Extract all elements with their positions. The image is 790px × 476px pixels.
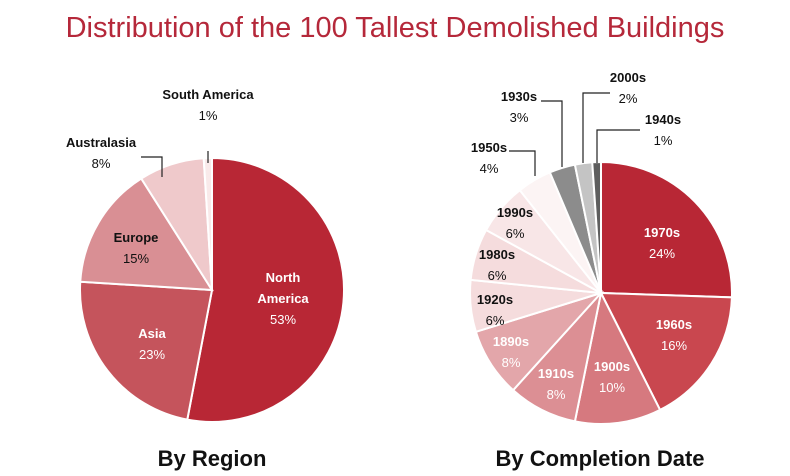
- chart-title-by-completion-date: By Completion Date: [495, 446, 704, 471]
- slice-value-label: 4%: [480, 161, 499, 176]
- slice-value-label: 8%: [92, 156, 111, 171]
- slice-category-label: North: [266, 270, 301, 285]
- pie-slice-1970s: [600, 160, 733, 299]
- leader-line-australasia: [141, 156, 163, 177]
- pie-chart-by-region: North America 53% Asia 23% Europe 15% Australas…: [66, 87, 345, 423]
- pie-chart-by-completion-date: 1970s24%1960s16%1900s10%1910s8%1890s8%19…: [469, 70, 733, 425]
- slice-value-label: 6%: [506, 226, 525, 241]
- slice-label-1920s: 1920s 6%: [477, 292, 513, 328]
- slice-category-label: 1970s: [644, 225, 680, 240]
- slice-value-label: 15%: [123, 251, 149, 266]
- slice-value-label: 1%: [199, 108, 218, 123]
- slice-label-1990s: 1990s 6%: [497, 205, 533, 241]
- slice-label-north-america: North America 53%: [257, 270, 309, 327]
- slice-label-1900s: 1900s 10%: [594, 359, 630, 395]
- slice-value-label: 53%: [270, 312, 296, 327]
- slice-value-label: 3%: [510, 110, 529, 125]
- slice-label-1950s: 1950s 4%: [471, 140, 507, 176]
- chart-title-by-region: By Region: [158, 446, 267, 471]
- slice-category-label: 1960s: [656, 317, 692, 332]
- slice-category-label: Australasia: [66, 135, 137, 150]
- slice-value-label: 1%: [654, 133, 673, 148]
- slice-label-asia: Asia 23%: [138, 326, 166, 362]
- slice-category-label: 1910s: [538, 366, 574, 381]
- slice-value-label: 8%: [502, 355, 521, 370]
- slice-category-label: Asia: [138, 326, 166, 341]
- slice-category-label: 1940s: [645, 112, 681, 127]
- slice-category-label: America: [257, 291, 309, 306]
- slice-label-1960s: 1960s 16%: [656, 317, 692, 353]
- slice-category-label: South America: [162, 87, 254, 102]
- pie-slice-1960s: [599, 291, 733, 412]
- slice-category-label: Europe: [114, 230, 159, 245]
- slice-category-label: 1990s: [497, 205, 533, 220]
- slice-label-australasia: Australasia 8%: [66, 135, 137, 171]
- slice-label-1910s: 1910s 8%: [538, 366, 574, 402]
- slice-category-label: 1890s: [493, 334, 529, 349]
- slice-category-label: 1980s: [479, 247, 515, 262]
- slice-label-2000s: 2000s 2%: [610, 70, 646, 106]
- slice-label-1930s: 1930s 3%: [501, 89, 537, 125]
- pie-slice-europe: [79, 177, 214, 292]
- slice-label-1890s: 1890s 8%: [493, 334, 529, 370]
- leader-line-2000s: [582, 92, 610, 163]
- slice-value-label: 10%: [599, 380, 625, 395]
- slice-value-label: 6%: [486, 313, 505, 328]
- slice-value-label: 8%: [547, 387, 566, 402]
- leader-line-1930s: [541, 100, 563, 167]
- slice-value-label: 23%: [139, 347, 165, 362]
- pie-slice-north-america: [186, 156, 345, 423]
- pie-slice-1900s: [573, 289, 662, 425]
- slice-value-label: 6%: [488, 268, 507, 283]
- leader-line-1940s: [596, 129, 640, 163]
- slice-value-label: 2%: [619, 91, 638, 106]
- slice-category-label: 1950s: [471, 140, 507, 155]
- slice-label-1970s: 1970s 24%: [644, 225, 680, 261]
- slice-value-label: 16%: [661, 338, 687, 353]
- slice-value-label: 24%: [649, 246, 675, 261]
- slice-label-1980s: 1980s 6%: [479, 247, 515, 283]
- slice-label-south-america: South America 1%: [162, 87, 254, 123]
- leader-line-1950s: [509, 150, 536, 176]
- slice-category-label: 2000s: [610, 70, 646, 85]
- slice-label-1940s: 1940s 1%: [645, 112, 681, 148]
- slice-label-europe: Europe 15%: [114, 230, 159, 266]
- slice-category-label: 1920s: [477, 292, 513, 307]
- slice-category-label: 1930s: [501, 89, 537, 104]
- pie-slice-asia: [79, 280, 214, 421]
- page-title: Distribution of the 100 Tallest Demolish…: [65, 12, 725, 44]
- slice-category-label: 1900s: [594, 359, 630, 374]
